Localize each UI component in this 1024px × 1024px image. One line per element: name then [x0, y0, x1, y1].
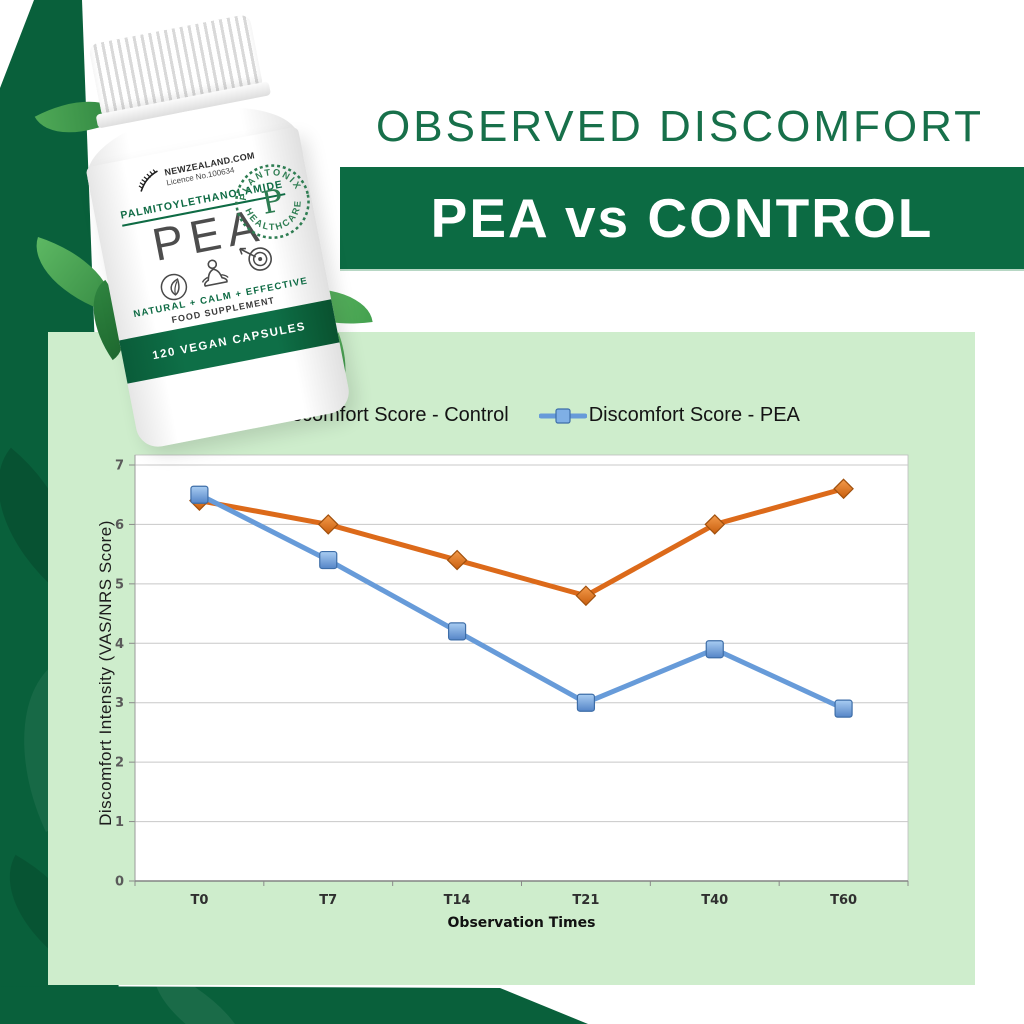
- brand-stamp: PLANTONIX HEALTHCARE P: [233, 161, 310, 239]
- header-banner: PEA vs CONTROL: [340, 167, 1024, 271]
- target-icon: [239, 247, 272, 271]
- x-tick-label: T60: [830, 893, 857, 908]
- capsules-label: 120 VEGAN CAPSULES: [151, 320, 308, 363]
- x-tick-label: T7: [319, 893, 337, 908]
- y-axis-label: Discomfort Intensity (VAS/NRS Score): [96, 520, 115, 826]
- y-tick-label: 4: [115, 637, 124, 652]
- x-tick-label: T40: [701, 893, 728, 908]
- leaf-icon: [160, 273, 188, 301]
- data-point-diamond: [317, 514, 339, 535]
- y-tick-label: 7: [115, 459, 124, 474]
- x-tick-label: T21: [572, 893, 599, 908]
- y-tick-label: 0: [115, 875, 124, 890]
- data-point-square: [834, 699, 853, 718]
- data-point-square: [447, 622, 467, 641]
- data-point-square: [190, 485, 209, 504]
- series-line: [196, 492, 847, 712]
- bottle-body: NEWZEALAND.COM Licence No.100634 PALMITO…: [85, 126, 353, 451]
- data-point-diamond: [833, 478, 854, 500]
- fern-icon: [138, 169, 158, 192]
- x-tick-label: T14: [444, 893, 471, 908]
- y-tick-label: 1: [115, 815, 124, 830]
- discomfort-line-chart: 0 1 2 3 4 5 6 7 T0 T7 T14 T21 T40 T60 Observation Time…: [96, 454, 909, 931]
- x-tick-label: T0: [190, 893, 208, 908]
- series-line: [196, 486, 847, 599]
- data-point-square: [319, 550, 338, 570]
- chart-panel: 0 1 2 3 4 5 6 7 T0 T7 T14 T21 T40 T60 Observation Time…: [48, 332, 975, 985]
- data-point-diamond: [446, 549, 468, 571]
- banner-text: PEA vs CONTROL: [430, 187, 934, 249]
- data-point-diamond: [704, 514, 726, 535]
- data-point-square: [705, 640, 724, 659]
- data-point-diamond: [575, 585, 597, 607]
- bottom-green-shape: [0, 986, 588, 1024]
- y-tick-label: 2: [115, 756, 124, 771]
- x-axis-label: Observation Times: [448, 915, 596, 931]
- data-point-square: [576, 693, 596, 712]
- label-icons: [107, 236, 326, 311]
- product-bottle: NEWZEALAND.COM Licence No.100634 PALMITO…: [51, 6, 364, 452]
- legend-label: Discomfort Score - PEA: [588, 404, 800, 426]
- y-tick-label: 5: [115, 577, 124, 592]
- legend-item: Discomfort Score - PEA: [538, 404, 800, 427]
- stamp-monogram: P: [259, 183, 286, 222]
- meditation-icon: [201, 259, 229, 287]
- y-tick-label: 6: [115, 518, 124, 533]
- y-tick-label: 3: [115, 696, 124, 711]
- legend-square-marker: [538, 407, 587, 424]
- brand-row: NEWZEALAND.COM Licence No.100634: [88, 140, 304, 203]
- page-title: OBSERVED DISCOMFORT: [376, 102, 984, 151]
